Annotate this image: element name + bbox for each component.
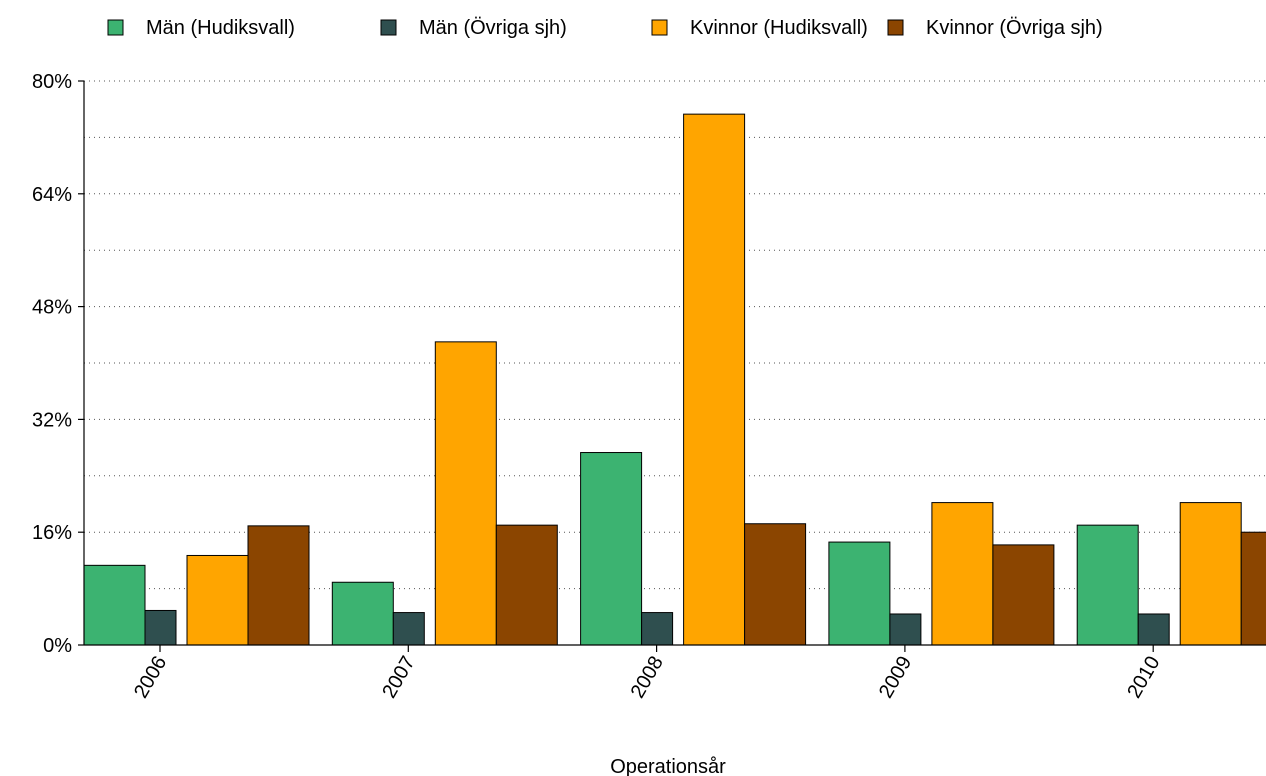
bar bbox=[247, 525, 310, 646]
bar bbox=[744, 523, 807, 646]
bar bbox=[889, 613, 922, 646]
bar bbox=[392, 612, 425, 646]
x-tick-label: 2009 bbox=[875, 653, 916, 703]
y-tick-label: 32% bbox=[32, 409, 72, 431]
y-tick-label: 16% bbox=[32, 522, 72, 544]
y-tick-label: 48% bbox=[32, 297, 72, 319]
bar bbox=[683, 113, 746, 646]
y-tick-label: 0% bbox=[43, 635, 72, 657]
bar bbox=[641, 612, 674, 646]
bar bbox=[992, 544, 1055, 646]
bar bbox=[1137, 613, 1170, 646]
y-tick-label: 64% bbox=[32, 184, 72, 206]
bar bbox=[828, 541, 891, 646]
legend-label: Kvinnor (Hudiksvall) bbox=[690, 17, 868, 39]
legend-swatch bbox=[887, 19, 904, 36]
legend-label: Kvinnor (Övriga sjh) bbox=[926, 17, 1103, 39]
x-axis-label: Operationsår bbox=[610, 756, 726, 776]
legend-swatch bbox=[651, 19, 668, 36]
bar bbox=[83, 564, 146, 646]
bar bbox=[186, 554, 249, 646]
bar bbox=[1076, 524, 1139, 646]
legend-label: Män (Hudiksvall) bbox=[146, 17, 295, 39]
bar bbox=[144, 609, 177, 646]
bar bbox=[931, 502, 994, 646]
bar bbox=[1240, 531, 1266, 646]
bar bbox=[434, 341, 497, 646]
bar bbox=[1179, 502, 1242, 646]
bars bbox=[83, 113, 1266, 646]
legend-swatch bbox=[380, 19, 397, 36]
bar bbox=[580, 452, 643, 646]
y-tick-label: 80% bbox=[32, 71, 72, 93]
legend-label: Män (Övriga sjh) bbox=[419, 17, 567, 39]
bar bbox=[495, 524, 558, 646]
x-tick-label: 2007 bbox=[378, 653, 419, 703]
legend: Män (Hudiksvall) Män (Övriga sjh) Kvinnor … bbox=[107, 17, 1103, 39]
bar bbox=[331, 581, 394, 646]
x-tick-label: 2006 bbox=[130, 653, 171, 703]
grid-lines bbox=[84, 80, 1266, 590]
x-tick-label: 2010 bbox=[1123, 653, 1164, 703]
legend-swatch bbox=[107, 19, 124, 36]
x-tick-label: 2008 bbox=[627, 653, 668, 703]
